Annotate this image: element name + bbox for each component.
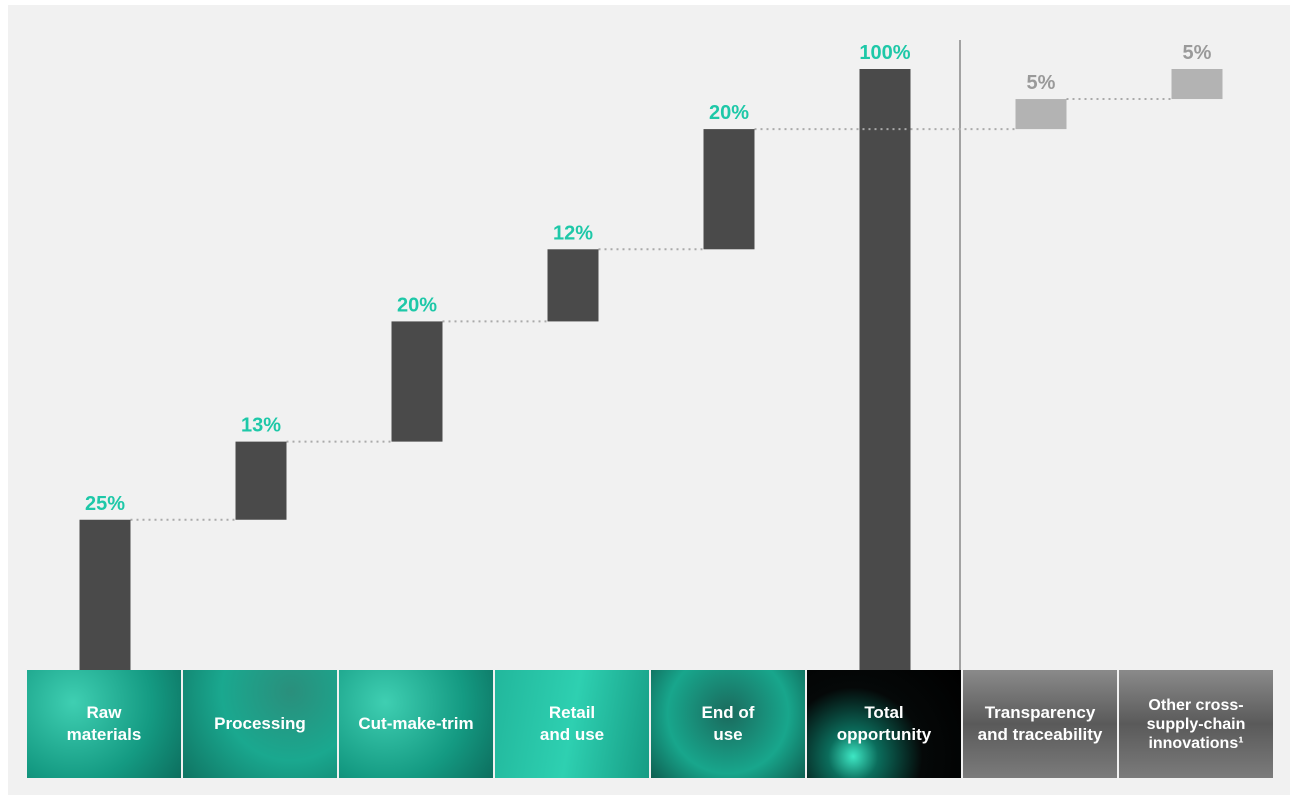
value-label: 5% [1027, 72, 1056, 94]
category-label: Retail and use [539, 703, 605, 744]
category-label: Raw materials [66, 703, 142, 744]
category-label: End of use [701, 703, 755, 744]
category-tile: Transparency and traceability [963, 670, 1119, 778]
category-label: Total opportunity [836, 703, 932, 744]
value-label: 12% [553, 222, 593, 244]
bar [1015, 99, 1067, 130]
value-label: 5% [1183, 42, 1212, 64]
category-tile: Processing [183, 670, 339, 778]
category-label: Transparency and traceability [977, 703, 1103, 744]
chart-panel [8, 5, 1290, 795]
category-tile: Retail and use [495, 670, 651, 778]
value-label: 25% [85, 493, 125, 515]
bar [391, 321, 443, 442]
category-tile: Raw materials [27, 670, 183, 778]
bar [547, 249, 599, 322]
category-label: Cut-make-trim [358, 714, 474, 733]
bar [79, 519, 131, 670]
bar [1171, 69, 1223, 100]
value-label: 20% [397, 294, 437, 316]
bar [703, 129, 755, 250]
category-tile: Other cross-supply-chain innovations¹ [1119, 670, 1275, 778]
bar [859, 69, 911, 670]
category-tile: Total opportunity [807, 670, 963, 778]
value-label: 13% [241, 415, 281, 437]
category-tile: End of use [651, 670, 807, 778]
category-label: Processing [214, 714, 306, 733]
bar [235, 441, 287, 520]
value-label: 20% [709, 102, 749, 124]
value-label: 100% [859, 42, 910, 64]
category-label: Other cross-supply-chain innovations¹ [1146, 696, 1246, 752]
category-tile: Cut-make-trim [339, 670, 495, 778]
